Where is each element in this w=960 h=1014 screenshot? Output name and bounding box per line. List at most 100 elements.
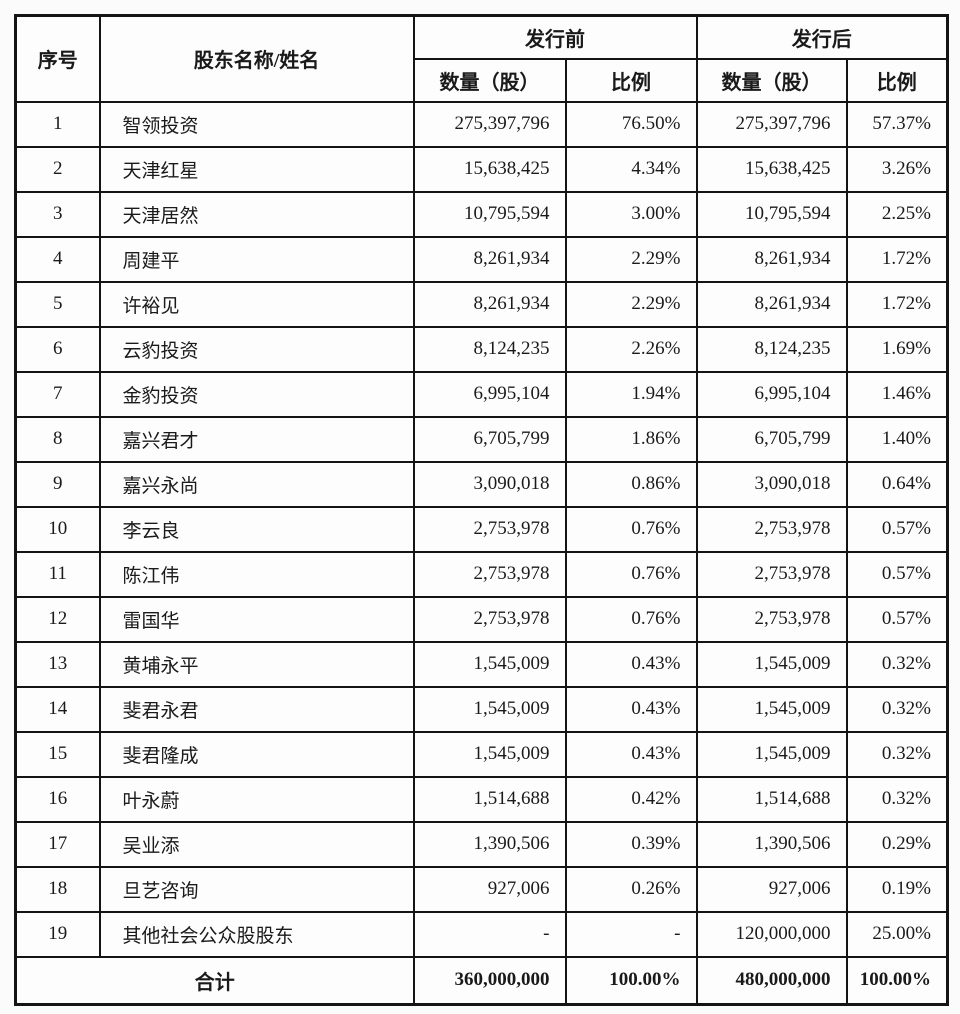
pre-ratio-cell: 0.39% — [564, 820, 698, 868]
header-pre-ratio: 比例 — [564, 57, 698, 103]
post-ratio-cell: 25.00% — [845, 910, 949, 958]
pre-shares-cell: 6,995,104 — [412, 370, 567, 418]
header-pre-shares: 数量（股） — [412, 57, 567, 103]
shareholder-name-cell: 云豹投资 — [98, 325, 415, 373]
shareholder-name-cell: 斐君永君 — [98, 685, 415, 733]
table-row: 6 云豹投资 8,124,235 2.26% 8,124,235 1.69% — [14, 325, 949, 373]
shareholder-name-cell: 黄埔永平 — [98, 640, 415, 688]
pre-shares-cell: 6,705,799 — [412, 415, 567, 463]
post-ratio-cell: 1.69% — [845, 325, 949, 373]
pre-shares-cell: 1,514,688 — [412, 775, 567, 823]
post-shares-cell: 120,000,000 — [695, 910, 848, 958]
pre-shares-cell: 8,124,235 — [412, 325, 567, 373]
seq-cell: 17 — [14, 820, 101, 868]
table-header: 序号 股东名称/姓名 发行前 发行后 数量（股） 比例 数量（股） 比例 — [14, 14, 949, 103]
total-post-shares: 480,000,000 — [695, 955, 848, 1006]
shareholder-name-cell: 陈江伟 — [98, 550, 415, 598]
post-shares-cell: 1,545,009 — [695, 640, 848, 688]
pre-ratio-cell: 0.26% — [564, 865, 698, 913]
pre-shares-cell: 1,545,009 — [412, 730, 567, 778]
pre-ratio-cell: 0.43% — [564, 640, 698, 688]
pre-shares-cell: 1,545,009 — [412, 685, 567, 733]
post-ratio-cell: 57.37% — [845, 100, 949, 148]
seq-cell: 9 — [14, 460, 101, 508]
post-shares-cell: 275,397,796 — [695, 100, 848, 148]
post-ratio-cell: 1.46% — [845, 370, 949, 418]
table-row: 9 嘉兴永尚 3,090,018 0.86% 3,090,018 0.64% — [14, 460, 949, 508]
header-seq: 序号 — [14, 14, 101, 103]
post-shares-cell: 2,753,978 — [695, 595, 848, 643]
pre-ratio-cell: 0.42% — [564, 775, 698, 823]
post-ratio-cell: 0.32% — [845, 685, 949, 733]
post-shares-cell: 8,261,934 — [695, 280, 848, 328]
shareholder-name-cell: 天津居然 — [98, 190, 415, 238]
header-row-sub: 数量（股） 比例 数量（股） 比例 — [16, 57, 949, 103]
table-body: 1 智领投资 275,397,796 76.50% 275,397,796 57.37% 2… — [14, 100, 949, 958]
post-ratio-cell: 0.57% — [845, 595, 949, 643]
seq-cell: 5 — [14, 280, 101, 328]
seq-cell: 7 — [14, 370, 101, 418]
post-ratio-cell: 0.57% — [845, 505, 949, 553]
table-row: 16 叶永蔚 1,514,688 0.42% 1,514,688 0.32% — [14, 775, 949, 823]
pre-shares-cell: 2,753,978 — [412, 595, 567, 643]
total-label: 合计 — [14, 955, 415, 1006]
table-row: 18 旦艺咨询 927,006 0.26% 927,006 0.19% — [14, 865, 949, 913]
total-row: 合计 360,000,000 100.00% 480,000,000 100.0… — [14, 955, 949, 1006]
pre-ratio-cell: 0.43% — [564, 730, 698, 778]
pre-ratio-cell: 0.86% — [564, 460, 698, 508]
post-ratio-cell: 1.40% — [845, 415, 949, 463]
seq-cell: 11 — [14, 550, 101, 598]
shareholder-name-cell: 金豹投资 — [98, 370, 415, 418]
shareholder-name-cell: 叶永蔚 — [98, 775, 415, 823]
pre-shares-cell: 1,390,506 — [412, 820, 567, 868]
header-post-shares: 数量（股） — [695, 57, 848, 103]
pre-ratio-cell: 3.00% — [564, 190, 698, 238]
post-shares-cell: 1,514,688 — [695, 775, 848, 823]
table-row: 19 其他社会公众股股东 - -120,000,000 25.00% — [14, 910, 949, 958]
seq-cell: 4 — [14, 235, 101, 283]
shareholder-name-cell: 周建平 — [98, 235, 415, 283]
pre-ratio-cell: 2.29% — [564, 235, 698, 283]
table-row: 8 嘉兴君才 6,705,799 1.86% 6,705,799 1.40% — [14, 415, 949, 463]
post-ratio-cell: 0.29% — [845, 820, 949, 868]
post-shares-cell: 6,705,799 — [695, 415, 848, 463]
post-shares-cell: 15,638,425 — [695, 145, 848, 193]
seq-cell: 3 — [14, 190, 101, 238]
seq-cell: 14 — [14, 685, 101, 733]
pre-ratio-cell: 0.76% — [564, 550, 698, 598]
seq-cell: 1 — [14, 100, 101, 148]
post-shares-cell: 2,753,978 — [695, 550, 848, 598]
table-row: 13 黄埔永平 1,545,009 0.43% 1,545,009 0.32% — [14, 640, 949, 688]
post-ratio-cell: 0.19% — [845, 865, 949, 913]
total-post-ratio: 100.00% — [845, 955, 949, 1006]
post-shares-cell: 1,390,506 — [695, 820, 848, 868]
post-shares-cell: 2,753,978 — [695, 505, 848, 553]
post-shares-cell: 10,795,594 — [695, 190, 848, 238]
shareholder-name-cell: 其他社会公众股股东 — [98, 910, 415, 958]
table-row: 4 周建平 8,261,934 2.29% 8,261,934 1.72% — [14, 235, 949, 283]
pre-ratio-cell: 0.43% — [564, 685, 698, 733]
table-row: 17 吴业添 1,390,506 0.39% 1,390,506 0.29% — [14, 820, 949, 868]
post-ratio-cell: 1.72% — [845, 235, 949, 283]
post-shares-cell: 8,124,235 — [695, 325, 848, 373]
seq-cell: 12 — [14, 595, 101, 643]
seq-cell: 15 — [14, 730, 101, 778]
post-ratio-cell: 0.32% — [845, 640, 949, 688]
post-shares-cell: 8,261,934 — [695, 235, 848, 283]
post-ratio-cell: 2.25% — [845, 190, 949, 238]
table-row: 15 斐君隆成 1,545,009 0.43% 1,545,009 0.32% — [14, 730, 949, 778]
pre-ratio-cell: 2.26% — [564, 325, 698, 373]
shareholder-name-cell: 天津红星 — [98, 145, 415, 193]
pre-ratio-cell: - — [564, 910, 698, 958]
seq-cell: 10 — [14, 505, 101, 553]
post-ratio-cell: 1.72% — [845, 280, 949, 328]
seq-cell: 2 — [14, 145, 101, 193]
post-ratio-cell: 0.32% — [845, 775, 949, 823]
pre-ratio-cell: 0.76% — [564, 505, 698, 553]
total-pre-ratio: 100.00% — [564, 955, 698, 1006]
table-row: 2 天津红星 15,638,425 4.34% 15,638,425 3.26% — [14, 145, 949, 193]
post-shares-cell: 1,545,009 — [695, 730, 848, 778]
pre-shares-cell: 2,753,978 — [412, 505, 567, 553]
shareholder-name-cell: 旦艺咨询 — [98, 865, 415, 913]
seq-cell: 6 — [14, 325, 101, 373]
